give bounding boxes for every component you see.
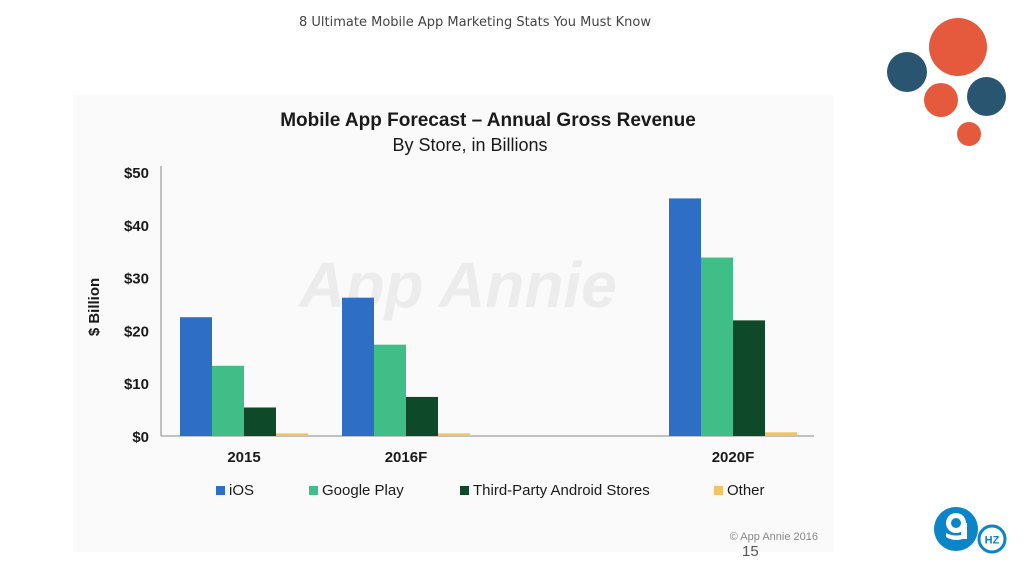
- legend-label: Google Play: [322, 482, 404, 499]
- legend-swatch: [216, 486, 225, 495]
- bar-google-play-2016f: [374, 344, 406, 436]
- decor-circle-small-orange: [957, 122, 981, 146]
- decor-circle-dark-left: [887, 52, 927, 92]
- legend-swatch: [714, 486, 723, 495]
- bar-other-2020f: [765, 432, 797, 436]
- slide-header: 8 Ultimate Mobile App Marketing Stats Yo…: [299, 15, 651, 30]
- logo-text: HZ: [985, 535, 1000, 547]
- y-tick-label: $20: [124, 323, 149, 340]
- bar-google-play-2020f: [701, 257, 733, 436]
- y-tick-label: $10: [124, 376, 149, 393]
- bar-ios-2015: [180, 317, 212, 436]
- chart-source: © App Annie 2016: [730, 531, 818, 543]
- chart-subtitle: By Store, in Billions: [392, 135, 547, 155]
- legend-label: Third-Party Android Stores: [473, 482, 650, 499]
- x-tick-label: 2015: [227, 449, 260, 466]
- bar-ios-2016f: [342, 297, 374, 436]
- bar-google-play-2015: [212, 365, 244, 436]
- decor-circle-large-orange: [929, 18, 987, 76]
- bar-third-party-android-stores-2015: [244, 407, 276, 436]
- decor-circle-medium-orange: [924, 83, 958, 117]
- y-tick-label: $50: [124, 165, 149, 182]
- legend-swatch: [460, 486, 469, 495]
- bar-ios-2020f: [669, 198, 701, 436]
- y-tick-label: $30: [124, 271, 149, 288]
- bar-third-party-android-stores-2016f: [406, 396, 438, 436]
- legend-label: Other: [727, 482, 765, 499]
- bar-other-2016f: [438, 433, 470, 436]
- 9hz-logo-icon: HZ: [934, 507, 1007, 554]
- decor-circle-dark-right: [967, 77, 1006, 116]
- x-tick-label: 2020F: [712, 449, 755, 466]
- x-tick-label: 2016F: [385, 449, 428, 466]
- legend-label: iOS: [229, 482, 254, 499]
- page-number: 15: [742, 543, 759, 560]
- y-tick-label: $40: [124, 218, 149, 235]
- legend-swatch: [309, 486, 318, 495]
- bar-third-party-android-stores-2020f: [733, 320, 765, 436]
- bar-other-2015: [276, 433, 308, 436]
- chart-title: Mobile App Forecast – Annual Gross Reven…: [280, 110, 696, 131]
- y-axis-label: $ Billion: [86, 278, 103, 336]
- y-tick-label: $0: [132, 429, 149, 446]
- chart-panel: App Annie Mobile App Forecast – Annual Gr…: [73, 95, 834, 552]
